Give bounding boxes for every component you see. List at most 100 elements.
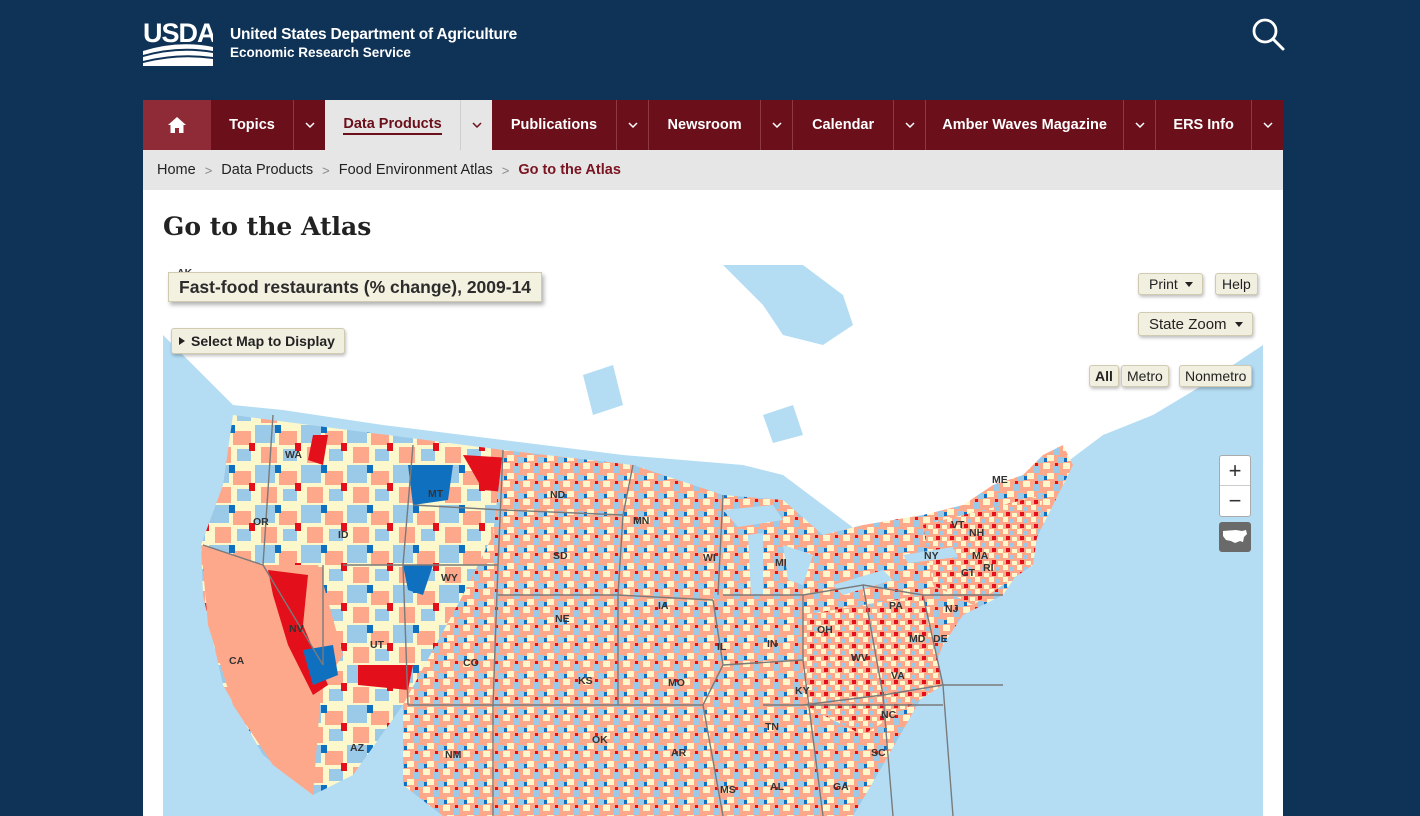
state-label: NV [289, 623, 304, 635]
filter-all-label: All [1095, 368, 1113, 384]
main-content: Go to the Atlas [143, 190, 1283, 816]
state-label: CT [961, 567, 975, 579]
state-label: ND [550, 489, 566, 501]
select-map-button[interactable]: Select Map to Display [171, 328, 345, 354]
filter-metro-button[interactable]: Metro [1121, 365, 1169, 387]
zoom-out-button[interactable]: − [1228, 488, 1242, 513]
select-map-label: Select Map to Display [191, 333, 335, 349]
print-button[interactable]: Print [1138, 273, 1203, 295]
help-label: Help [1222, 276, 1251, 292]
caret-right-icon [179, 337, 185, 345]
state-label: MD [909, 633, 926, 645]
state-label: MO [668, 677, 685, 689]
nav-calendar[interactable]: Calendar [792, 100, 925, 150]
nav-ers-info[interactable]: ERS Info [1155, 100, 1283, 150]
state-label: VA [891, 670, 905, 682]
state-label: MN [633, 515, 650, 527]
breadcrumb-home[interactable]: Home [157, 162, 196, 178]
help-button[interactable]: Help [1215, 273, 1258, 295]
nav-newsroom[interactable]: Newsroom [648, 100, 792, 150]
home-icon [168, 117, 186, 133]
nav-amber-waves-label: Amber Waves Magazine [942, 117, 1107, 133]
nav-data-products-label: Data Products [343, 116, 442, 135]
state-label: WV [851, 652, 868, 664]
state-label: UT [370, 639, 384, 651]
chevron-down-icon[interactable] [1251, 100, 1283, 150]
nav-home-button[interactable] [143, 100, 211, 150]
search-icon[interactable] [1250, 16, 1286, 52]
state-label: SC [871, 747, 886, 759]
state-label: AZ [350, 742, 364, 754]
nav-ers-info-label: ERS Info [1173, 117, 1234, 133]
state-zoom-label: State Zoom [1149, 315, 1227, 333]
caret-down-icon [1184, 282, 1193, 287]
filter-nonmetro-button[interactable]: Nonmetro [1179, 365, 1253, 387]
atlas-map[interactable]: AK WA OR ID MT ND MN WY SD NV CA UT CO N… [163, 265, 1263, 816]
nav-calendar-label: Calendar [812, 117, 875, 133]
state-label: NY [924, 550, 939, 562]
print-label: Print [1149, 276, 1178, 292]
nav-newsroom-label: Newsroom [667, 117, 742, 133]
nav-data-products[interactable]: Data Products [325, 100, 492, 150]
state-label: IL [717, 641, 727, 653]
page-title: Go to the Atlas [163, 212, 372, 241]
nav-publications[interactable]: Publications [492, 100, 648, 150]
state-label: TN [765, 721, 779, 733]
breadcrumb-separator: > [204, 162, 213, 178]
state-label: KS [578, 675, 593, 687]
breadcrumb-food-environment-atlas[interactable]: Food Environment Atlas [338, 162, 493, 178]
state-label: MI [775, 557, 787, 569]
breadcrumb-current: Go to the Atlas [518, 162, 621, 178]
chevron-down-icon[interactable] [893, 100, 925, 150]
chevron-down-icon[interactable] [460, 100, 492, 150]
chevron-down-icon[interactable] [616, 100, 648, 150]
breadcrumb-data-products[interactable]: Data Products [221, 162, 314, 178]
state-label: OK [592, 734, 608, 746]
agency-department: United States Department of Agriculture [230, 26, 518, 43]
state-label: ME [992, 474, 1008, 486]
state-label: DE [933, 633, 948, 645]
state-label: CA [229, 655, 245, 667]
chevron-down-icon[interactable] [760, 100, 792, 150]
state-label: NE [555, 613, 570, 625]
state-label: MA [972, 550, 989, 562]
filter-nonmetro-label: Nonmetro [1185, 368, 1247, 384]
agency-name: United States Department of Agriculture … [230, 26, 517, 62]
state-label: NH [969, 527, 985, 539]
filter-metro-label: Metro [1127, 368, 1163, 384]
usda-logo[interactable]: USDA [143, 18, 217, 66]
state-label: VT [951, 519, 965, 531]
state-label: PA [889, 600, 903, 612]
chevron-down-icon[interactable] [1123, 100, 1155, 150]
state-zoom-dropdown[interactable]: State Zoom [1138, 312, 1253, 336]
state-label: AL [770, 781, 784, 793]
svg-text:USDA: USDA [143, 18, 213, 48]
state-label: OH [817, 624, 833, 636]
zoom-controls: + − [1219, 455, 1251, 517]
state-label: MT [428, 488, 444, 500]
state-label: WA [285, 449, 302, 461]
state-label: NC [881, 709, 897, 721]
chevron-down-icon[interactable] [293, 100, 325, 150]
state-label: ID [338, 529, 349, 541]
breadcrumb-separator: > [322, 162, 330, 178]
state-label: IN [767, 638, 778, 650]
state-label: IA [658, 600, 669, 612]
breadcrumb-separator: > [501, 162, 510, 178]
nav-publications-label: Publications [510, 117, 598, 133]
nav-topics[interactable]: Topics [211, 100, 325, 150]
nav-amber-waves[interactable]: Amber Waves Magazine [925, 100, 1155, 150]
state-label: OR [253, 516, 269, 528]
state-label: WY [441, 572, 458, 584]
zoom-in-button[interactable]: + [1220, 456, 1250, 486]
breadcrumb: Home > Data Products > Food Environment … [143, 150, 1283, 190]
state-label: NM [445, 749, 462, 761]
nav-topics-label: Topics [229, 117, 275, 133]
main-nav: Topics Data Products Publications Newsro… [143, 100, 1283, 150]
us-map-icon[interactable] [1219, 522, 1251, 552]
state-label: WI [703, 552, 716, 564]
site-header: USDA United States Department of Agricul… [0, 0, 1420, 100]
filter-all-button[interactable]: All [1089, 365, 1119, 387]
map-canvas[interactable] [163, 265, 1263, 816]
agency-service: Economic Research Service [230, 45, 411, 60]
